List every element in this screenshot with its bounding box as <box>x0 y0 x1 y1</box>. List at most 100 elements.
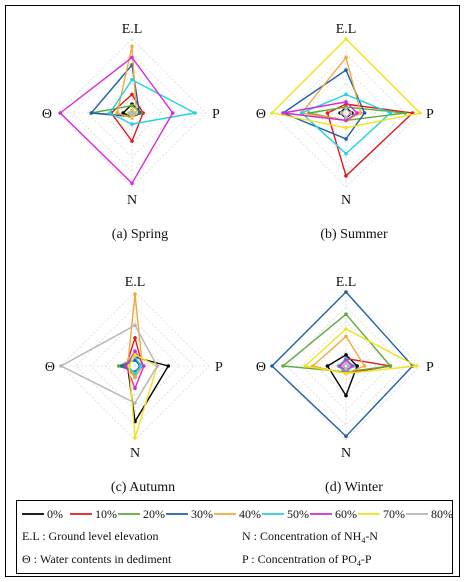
data-point-el <box>133 353 137 357</box>
data-point-el <box>130 92 134 97</box>
data-point-p <box>166 364 171 368</box>
data-point-n <box>344 126 348 130</box>
data-point-el <box>130 44 134 49</box>
data-point-p <box>142 364 146 368</box>
data-point-theta <box>59 364 63 368</box>
data-point-el <box>133 323 137 328</box>
axis-label-el: E.L <box>336 22 357 37</box>
data-point-n <box>130 113 134 118</box>
data-point-el <box>344 353 348 357</box>
data-point-n <box>344 434 348 439</box>
data-point-n <box>344 371 348 376</box>
legend-entry: 10% <box>95 507 117 521</box>
data-point-n <box>344 367 348 371</box>
data-point-n <box>344 151 348 156</box>
data-point-p <box>362 111 367 115</box>
data-point-theta <box>338 364 342 368</box>
data-point-theta <box>270 111 274 115</box>
axis-label-p: P <box>212 107 220 122</box>
series-line-0pct <box>326 354 358 398</box>
data-point-p <box>193 111 197 115</box>
data-point-el <box>344 290 348 294</box>
data-point-el <box>344 358 348 362</box>
data-point-p <box>388 364 393 368</box>
data-point-n <box>133 386 137 391</box>
data-point-n <box>133 401 137 405</box>
panel-caption: (b) Summer <box>320 227 388 242</box>
data-point-el <box>130 55 134 60</box>
data-point-el <box>133 336 137 340</box>
radar-panel-1: E.L P N Θ (a) Spring <box>42 22 220 242</box>
axis-label-el: E.L <box>122 22 143 37</box>
legend-box <box>16 500 453 574</box>
data-point-theta <box>303 364 308 368</box>
data-point-p <box>418 111 422 115</box>
legend-entry: 60% <box>335 507 357 521</box>
data-point-theta <box>281 364 285 368</box>
data-point-n <box>344 174 348 178</box>
data-point-n <box>344 137 348 141</box>
data-point-theta <box>121 111 125 115</box>
data-point-el <box>133 349 137 354</box>
data-point-p <box>350 364 354 368</box>
data-point-el <box>130 103 134 108</box>
data-point-n <box>130 139 134 143</box>
data-point-el <box>133 292 137 297</box>
axis-definitions: E.L : Ground level elevation N : Concent… <box>22 529 378 568</box>
data-point-theta <box>341 364 345 368</box>
panel-caption: (a) Spring <box>112 227 168 242</box>
data-point-theta <box>108 111 112 115</box>
definition-el: E.L : Ground level elevation <box>22 529 159 543</box>
axis-label-n: N <box>127 193 137 208</box>
legend-entry: 80% <box>431 507 453 521</box>
data-point-n <box>344 118 348 123</box>
legend-entry: 30% <box>191 507 213 521</box>
data-point-p <box>170 111 175 115</box>
data-point-el <box>344 55 348 60</box>
data-point-p <box>388 111 393 115</box>
data-point-theta <box>124 364 128 368</box>
definition-theta: Θ : Water contents in dediment <box>22 552 172 566</box>
panel-caption: (d) Winter <box>325 480 383 495</box>
axis-label-p: P <box>215 360 223 375</box>
legend: 0% 10% 20% 30% 40% 50% 60% 70% 80% <box>22 507 453 521</box>
data-point-theta <box>325 364 330 368</box>
panel-caption: (c) Autumn <box>111 480 175 495</box>
series-line-10pct <box>326 103 415 178</box>
radar-panel-2: E.L P N Θ (b) Summer <box>256 22 434 242</box>
data-point-p <box>348 111 353 115</box>
data-point-theta <box>281 111 285 115</box>
data-point-el <box>344 68 348 72</box>
data-point-n <box>130 181 134 186</box>
definition-n: N : Concentration of NH4-N <box>242 529 378 545</box>
grid-ring <box>119 350 151 382</box>
data-point-el <box>130 108 134 113</box>
data-point-p <box>132 111 137 115</box>
legend-entry: 0% <box>47 507 63 521</box>
data-point-el <box>344 312 348 317</box>
data-point-theta <box>58 111 63 115</box>
axis-label-el: E.L <box>125 275 146 290</box>
axis-label-p: P <box>426 360 434 375</box>
data-point-theta <box>339 111 344 115</box>
data-point-theta <box>299 111 304 115</box>
legend-entry: 20% <box>143 507 165 521</box>
data-point-p <box>355 364 359 368</box>
legend-entry: 40% <box>239 507 261 521</box>
data-point-p <box>362 364 367 368</box>
data-point-n <box>344 393 348 398</box>
data-point-n <box>133 375 137 379</box>
data-point-theta <box>115 111 119 115</box>
data-point-p <box>355 111 359 115</box>
data-point-theta <box>116 364 121 368</box>
axis-label-theta: Θ <box>45 360 55 375</box>
data-point-el <box>130 77 134 82</box>
data-point-n <box>344 115 348 120</box>
data-point-theta <box>325 111 330 115</box>
data-point-n <box>133 371 137 376</box>
data-point-p <box>139 364 143 368</box>
radar-panel-3: E.L P N Θ (c) Autumn <box>45 275 223 495</box>
axis-label-theta: Θ <box>42 107 52 122</box>
data-point-theta <box>89 111 94 115</box>
legend-entry: 70% <box>383 507 405 521</box>
